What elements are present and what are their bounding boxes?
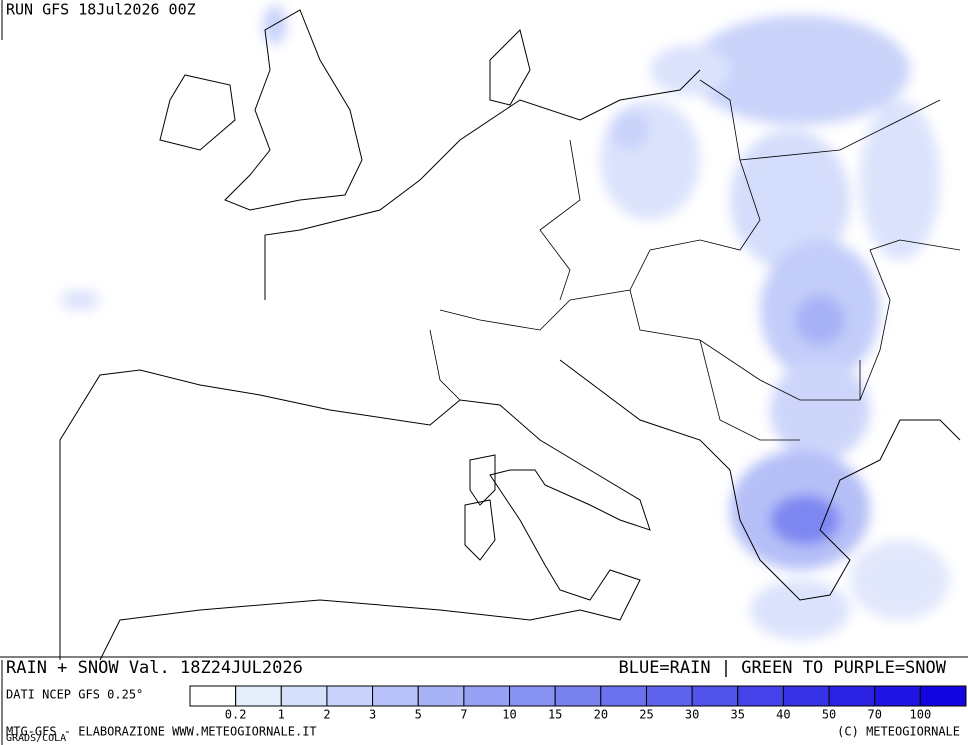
color-swatch (828, 685, 876, 707)
scale-label: 50 (822, 708, 836, 722)
scale-label: 15 (548, 708, 562, 722)
color-swatch (554, 685, 602, 707)
scale-label: 5 (415, 708, 422, 722)
scale-label: 7 (460, 708, 467, 722)
color-swatch (235, 685, 282, 707)
color-swatch (919, 685, 967, 707)
color-swatch (189, 685, 237, 707)
scale-label: 10 (502, 708, 516, 722)
colorbar: 0.2 1 2 3 5 7 10 15 20 25 30 35 40 50 70 100 (189, 685, 967, 722)
country-borders (429, 79, 961, 441)
map-title: RAIN + SNOW Val. 18Z24JUL2026 (6, 658, 303, 678)
scale-label: 1 (278, 708, 285, 722)
color-swatch (874, 685, 921, 707)
scale-label: 100 (910, 708, 932, 722)
scale-label: 35 (731, 708, 745, 722)
credit-right: (C) METEOGIORNALE (837, 725, 960, 739)
color-swatch (645, 685, 693, 707)
scale-label: 0.2 (225, 708, 247, 722)
color-swatch (600, 685, 647, 707)
precipitation (60, 5, 950, 640)
data-source: DATI NCEP GFS 0.25° (6, 688, 143, 702)
color-swatch (463, 685, 511, 707)
credit-left: MTG-GFS - ELABORAZIONE WWW.METEOGIORNALE… (6, 725, 317, 739)
color-swatch (509, 685, 556, 707)
color-swatch (372, 685, 419, 707)
coastlines (59, 9, 961, 661)
scale-label: 20 (594, 708, 608, 722)
color-swatch (417, 685, 465, 707)
scale-label: 2 (323, 708, 330, 722)
color-swatch (691, 685, 739, 707)
color-swatch (326, 685, 374, 707)
color-swatch (280, 685, 328, 707)
legend-note: BLUE=RAIN | GREEN TO PURPLE=SNOW (618, 658, 946, 678)
scale-label: 3 (369, 708, 376, 722)
scale-label: 70 (867, 708, 881, 722)
run-label: RUN GFS 18Jul2026 00Z (6, 1, 196, 19)
color-swatch (782, 685, 830, 707)
scale-label: 30 (685, 708, 699, 722)
engine-label: GRADS/COLA (6, 733, 66, 744)
color-swatch (737, 685, 784, 707)
scale-label: 40 (776, 708, 790, 722)
scale-label: 25 (639, 708, 653, 722)
